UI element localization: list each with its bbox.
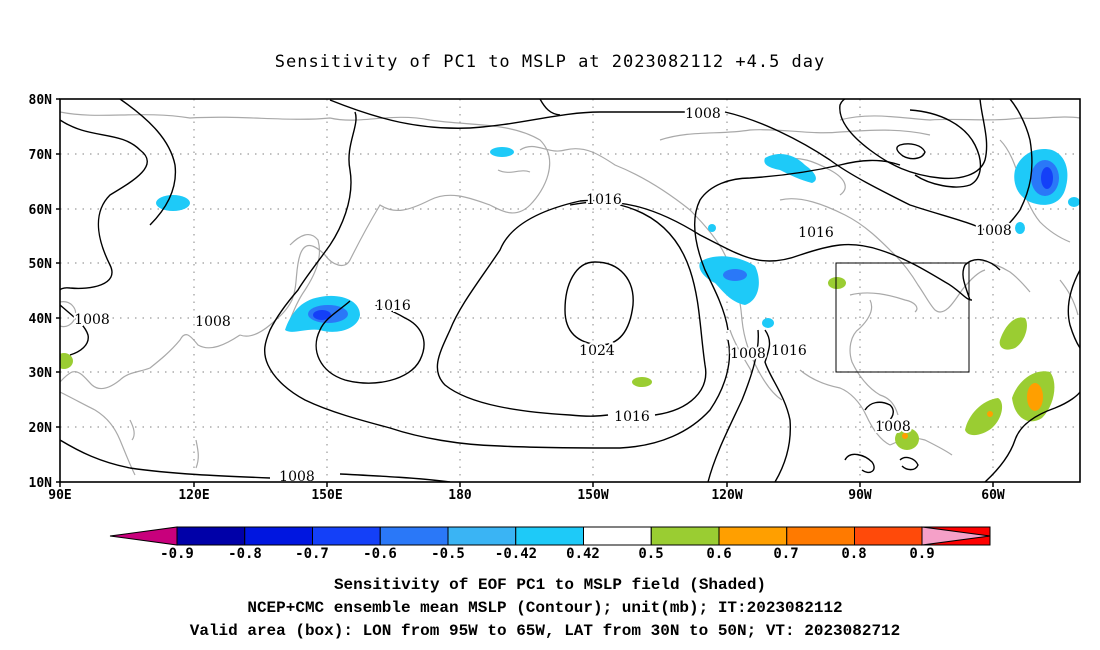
shade-patch-negative <box>1041 167 1053 189</box>
colorbar-label: 0.42 <box>566 546 600 562</box>
mslp-contours <box>60 99 1080 482</box>
shade-patch-negative <box>1015 222 1025 234</box>
contour-label: 1024 <box>579 343 615 359</box>
colorbar-cells <box>176 526 991 546</box>
contour-label: 1008 <box>730 346 766 362</box>
colorbar-cell <box>379 526 449 546</box>
shade-patch-negative <box>1068 197 1080 207</box>
colorbar-label: 0.6 <box>706 546 731 562</box>
contour-labels: 1008 1016 1016 1008 1008 1016 1024 1016 … <box>72 104 1014 487</box>
contour-label: 1016 <box>375 298 411 314</box>
axis-ticks <box>56 98 994 487</box>
colorbar-cell <box>854 526 923 546</box>
colorbar-label: 0.7 <box>773 546 798 562</box>
coastlines <box>60 111 1080 476</box>
shade-patch-positive <box>632 377 652 387</box>
colorbar-cell <box>515 526 584 546</box>
shade-patch-negative <box>723 269 747 281</box>
lon-tick-label: 150W <box>577 488 608 503</box>
shade-patch-negative <box>764 154 816 183</box>
contour-label: 1008 <box>976 223 1012 239</box>
caption-line-3: Valid area (box): LON from 95W to 65W, L… <box>190 622 901 640</box>
colorbar-cell <box>583 526 652 546</box>
shade-patch-negative <box>708 224 716 232</box>
shade-patch-negative <box>313 310 331 320</box>
colorbar-left-arrow <box>109 526 178 546</box>
colorbar-cell <box>312 526 381 546</box>
lon-tick-label: 120W <box>711 488 742 503</box>
map-frame <box>59 98 1081 483</box>
colorbar-right-arrow <box>921 526 991 546</box>
sensitivity-shading <box>60 147 1080 450</box>
contour-label: 1016 <box>586 192 622 208</box>
colorbar-label: 0.9 <box>909 546 934 562</box>
colorbar-cell <box>176 526 246 546</box>
shade-patch-negative <box>156 195 190 211</box>
lon-tick-label: 120E <box>178 488 209 503</box>
latitude-labels: 80N 70N 60N 50N 40N 30N 20N 10N <box>29 93 53 491</box>
contour-label: 1008 <box>685 106 721 122</box>
colorbar-label: -0.6 <box>363 546 397 562</box>
lat-tick-label: 70N <box>29 148 53 163</box>
shade-patch-positive <box>965 398 1003 436</box>
lon-tick-label: 180 <box>448 488 472 503</box>
shade-patch-negative <box>490 147 514 157</box>
colorbar-labels: -0.9 -0.8 -0.7 -0.6 -0.5 -0.42 0.42 0.5 … <box>160 546 935 562</box>
shade-patch-negative <box>699 256 759 305</box>
lon-tick-label: 90E <box>48 488 71 503</box>
shade-patch-positive <box>828 277 846 289</box>
colorbar-cell <box>650 526 720 546</box>
shade-patch-positive <box>987 411 993 417</box>
lon-tick-label: 150E <box>311 488 342 503</box>
colorbar: -0.9 -0.8 -0.7 -0.6 -0.5 -0.42 0.42 0.5 … <box>109 526 991 562</box>
lat-lon-grid <box>60 99 1080 482</box>
lat-tick-label: 50N <box>29 257 53 272</box>
shade-patch-positive <box>60 353 73 369</box>
contour-label: 1016 <box>771 343 807 359</box>
colorbar-cell <box>447 526 517 546</box>
shade-patch-positive <box>999 317 1027 350</box>
shade-patch-positive <box>902 433 908 439</box>
colorbar-cell <box>718 526 788 546</box>
colorbar-label: -0.7 <box>295 546 329 562</box>
valid-area-box <box>835 262 970 373</box>
shade-patch-positive <box>1027 383 1043 411</box>
colorbar-label: -0.9 <box>160 546 194 562</box>
lat-tick-label: 20N <box>29 421 53 436</box>
contour-label: 1008 <box>74 312 110 328</box>
colorbar-cell <box>786 526 855 546</box>
colorbar-label: -0.5 <box>431 546 465 562</box>
contour-label: 1016 <box>614 409 650 425</box>
caption-line-1: Sensitivity of EOF PC1 to MSLP field (Sh… <box>334 576 766 594</box>
colorbar-label: -0.8 <box>228 546 262 562</box>
lat-tick-label: 10N <box>29 476 53 491</box>
colorbar-cell <box>244 526 313 546</box>
contour-label: 1016 <box>798 225 834 241</box>
colorbar-label: 0.8 <box>841 546 866 562</box>
caption-line-2: NCEP+CMC ensemble mean MSLP (Contour); u… <box>247 599 842 617</box>
lat-tick-label: 60N <box>29 203 53 218</box>
shade-patch-positive <box>895 428 919 450</box>
contour-label: 1008 <box>195 314 231 330</box>
shade-patch-negative <box>762 318 774 328</box>
colorbar-label: 0.5 <box>638 546 663 562</box>
lat-tick-label: 80N <box>29 93 53 108</box>
longitude-labels: 90E 120E 150E 180 150W 120W 90W 60W <box>48 488 1005 503</box>
lon-tick-label: 90W <box>848 488 872 503</box>
colorbar-label: -0.42 <box>495 546 537 562</box>
lat-tick-label: 30N <box>29 366 53 381</box>
lon-tick-label: 60W <box>981 488 1005 503</box>
contour-label: 1008 <box>875 419 911 435</box>
figure-title: Sensitivity of PC1 to MSLP at 2023082112… <box>275 52 826 72</box>
lat-tick-label: 40N <box>29 312 53 327</box>
